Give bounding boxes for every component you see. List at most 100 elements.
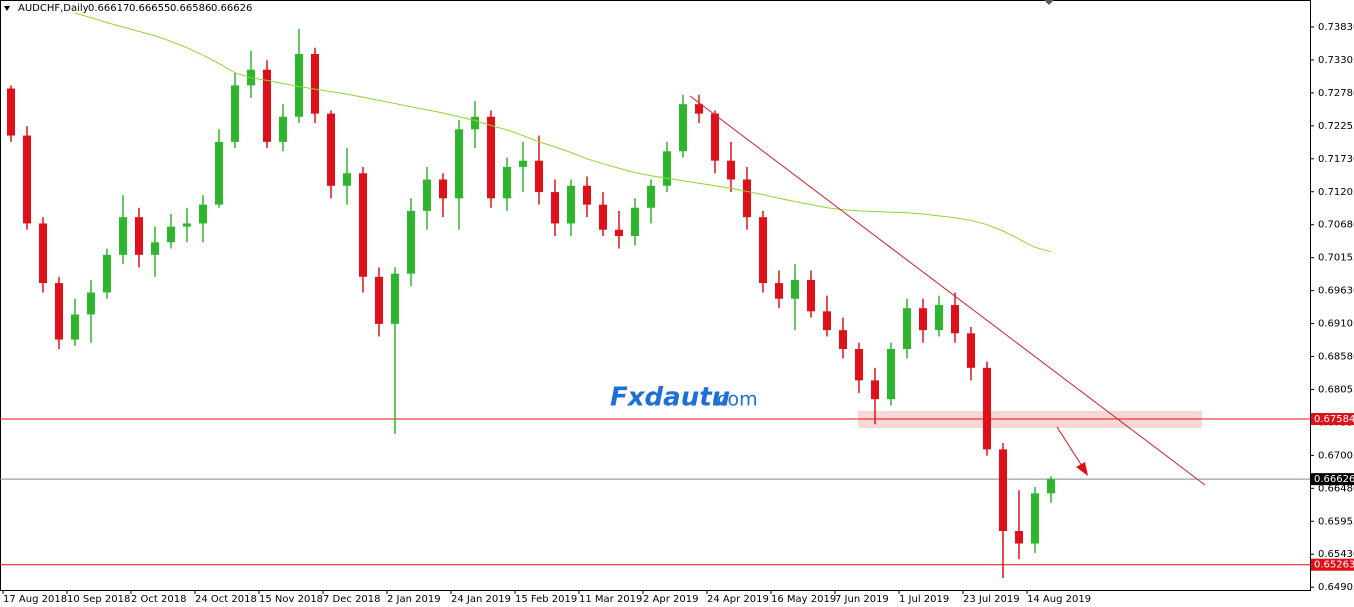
candle-body: [263, 69, 271, 142]
x-tick-label: 16 May 2019: [771, 594, 836, 605]
x-tick-label: 10 Sep 2018: [67, 594, 130, 605]
ohlc-value: 0.66655: [129, 3, 170, 14]
candle-body: [535, 160, 543, 193]
candle-body: [231, 85, 239, 142]
candle-body: [215, 141, 223, 205]
candle-body: [951, 305, 959, 334]
candle-body: [775, 283, 783, 299]
y-tick-label: 0.70155: [1318, 253, 1354, 264]
x-tick-label: 2 Apr 2019: [643, 594, 698, 605]
candle-body: [135, 217, 143, 255]
ohlc-value: 0.66626: [211, 3, 252, 14]
price-tag-label: 0.67584: [1314, 414, 1354, 425]
candle-body: [967, 333, 975, 368]
price-tag: [1311, 558, 1354, 571]
candle-body: [471, 116, 479, 130]
ohlc-value: 0.66586: [170, 3, 211, 14]
candle-body: [183, 223, 191, 227]
candle-body: [407, 210, 415, 274]
candle-body: [295, 53, 303, 117]
candle-body: [903, 308, 911, 349]
candle-body: [487, 116, 495, 199]
arrow-head: [1076, 462, 1088, 476]
moving-average: [74, 12, 1052, 253]
watermark-suffix: .com: [711, 389, 758, 411]
candle-body: [343, 173, 351, 186]
candle-body: [791, 279, 799, 299]
y-tick-label: 0.69105: [1318, 319, 1354, 330]
candle-body: [1031, 493, 1039, 544]
candle-body: [695, 104, 703, 114]
candle-body: [727, 160, 735, 180]
arrow-shaft: [1056, 426, 1083, 467]
candle-body: [71, 314, 79, 340]
candle-body: [391, 273, 399, 324]
x-tick-label: 2 Oct 2018: [131, 594, 186, 605]
ohlc-values: 0.66617 0.66655 0.66586 0.66626: [88, 3, 252, 14]
candle-body: [983, 367, 991, 450]
x-tick-label: 15 Nov 2018: [259, 594, 323, 605]
candle-body: [7, 88, 15, 136]
candle-body: [151, 242, 159, 255]
candle-body: [439, 179, 447, 199]
trendline: [689, 95, 1206, 486]
x-tick-label: 24 Oct 2018: [195, 594, 257, 605]
candle-body: [375, 276, 383, 324]
candle-body: [519, 160, 527, 167]
y-tick-label: 0.72255: [1318, 121, 1354, 132]
x-tick-label: 15 Feb 2019: [515, 594, 577, 605]
x-tick-label: 2 Jan 2019: [387, 594, 441, 605]
x-tick-label: 14 Aug 2019: [1027, 594, 1091, 605]
candle-body: [311, 53, 319, 114]
candle-body: [711, 113, 719, 161]
x-tick-label: 11 Mar 2019: [579, 594, 642, 605]
candle-body: [599, 204, 607, 230]
candle-body: [199, 204, 207, 224]
candle-body: [55, 283, 63, 340]
candle-body: [455, 129, 463, 199]
candle-body: [279, 116, 287, 142]
x-tick-label: 24 Jan 2019: [451, 594, 511, 605]
shift-marker: [1044, 0, 1054, 5]
candle-body: [103, 254, 111, 293]
candle-body: [39, 223, 47, 284]
candle-body: [167, 226, 175, 243]
candle-body: [1015, 531, 1023, 544]
plot: [0, 12, 1310, 579]
y-tick-label: 0.67005: [1318, 450, 1354, 461]
candle-body: [935, 305, 943, 331]
x-tick-label: 1 Jul 2019: [899, 594, 949, 605]
candle-body: [1047, 478, 1055, 494]
candle-body: [887, 348, 895, 400]
candle-body: [647, 185, 655, 208]
candle-body: [743, 179, 751, 218]
price-tag-label: 0.66626: [1314, 474, 1354, 485]
menu-triangle[interactable]: [4, 6, 10, 11]
y-tick-label: 0.68055: [1318, 384, 1354, 395]
candle-body: [919, 308, 927, 331]
candle-body: [823, 311, 831, 331]
candle-body: [855, 348, 863, 381]
candle-body: [583, 185, 591, 205]
x-tick-label: 7 Dec 2018: [323, 594, 381, 605]
candle-body: [759, 217, 767, 284]
symbol-label: AUDCHF,Daily: [18, 3, 89, 14]
x-tick-label: 23 Jul 2019: [963, 594, 1020, 605]
x-tick-label: 7 Jun 2019: [835, 594, 889, 605]
candle-body: [423, 179, 431, 211]
price-tag: [1311, 473, 1354, 486]
watermark-brand: Fxdautu: [610, 383, 730, 413]
candle-body: [999, 449, 1007, 531]
plot-frame: [0, 0, 1311, 591]
x-tick-label: 17 Aug 2018: [3, 594, 67, 605]
candle-body: [503, 166, 511, 199]
candle-body: [327, 113, 335, 186]
candle-body: [839, 330, 847, 349]
